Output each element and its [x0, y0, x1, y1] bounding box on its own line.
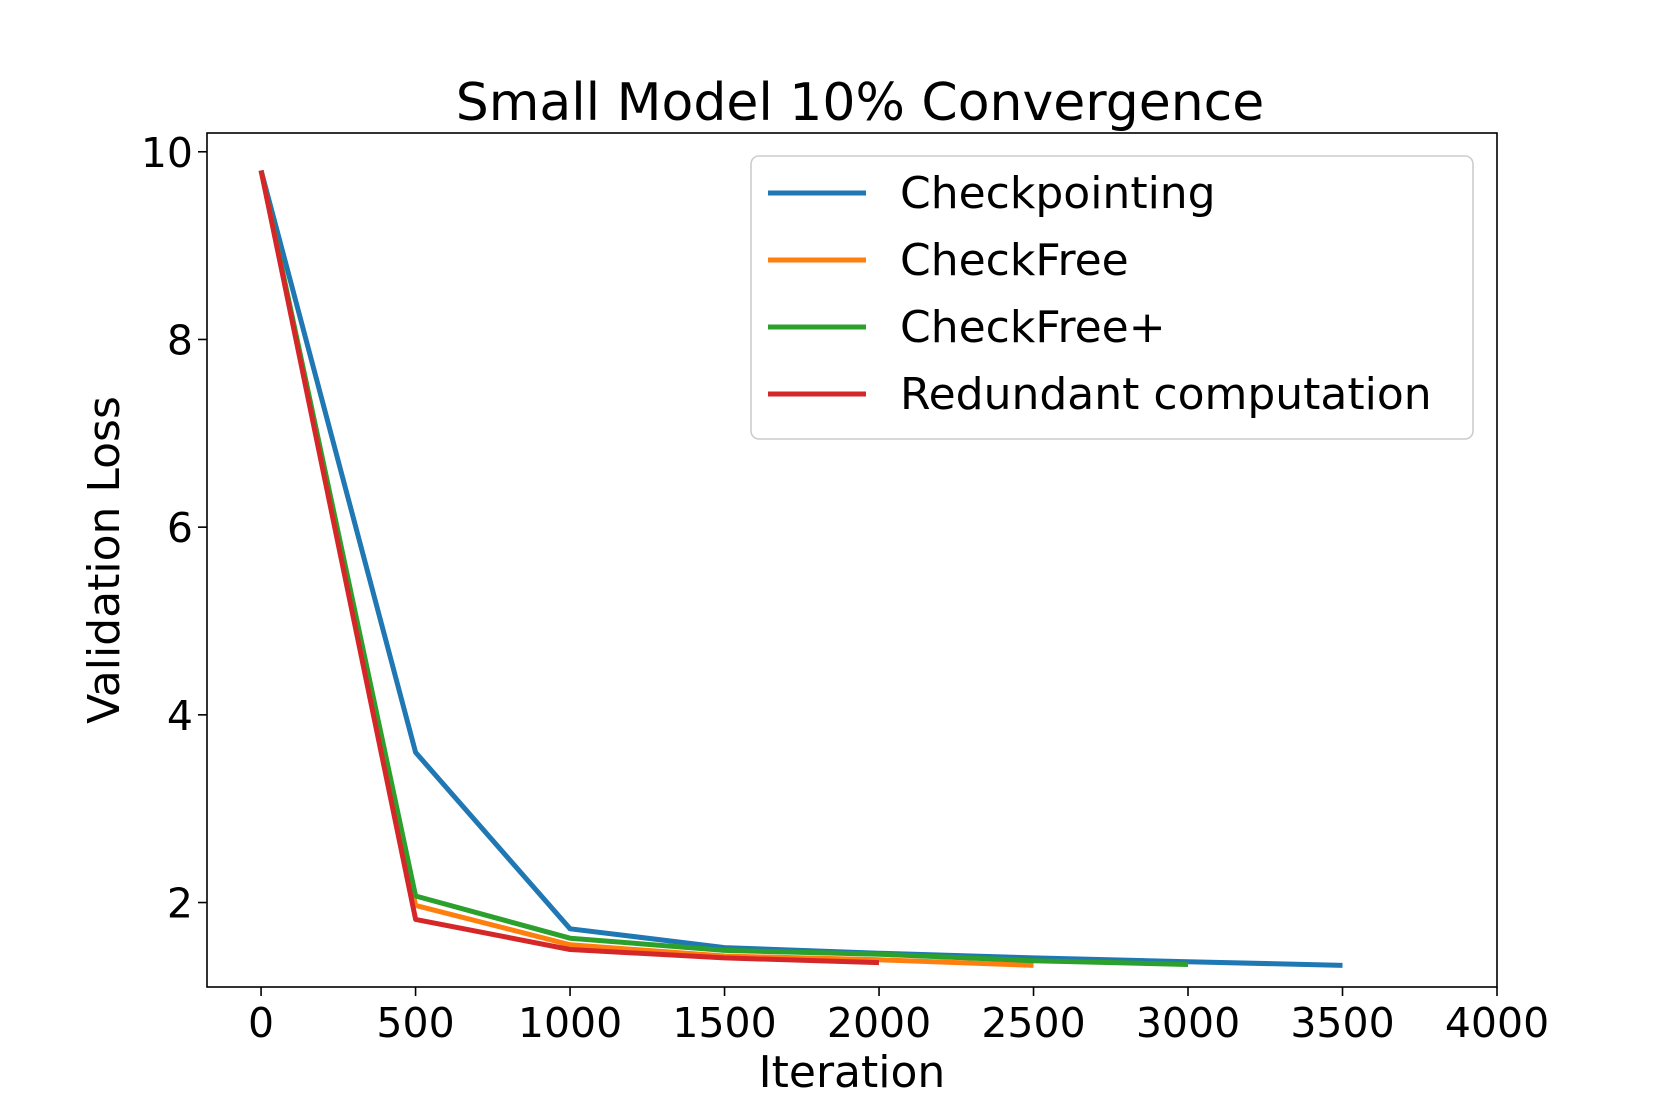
plot-area: [258, 169, 1343, 968]
x-tick-label: 2500: [981, 999, 1085, 1047]
x-tick-label: 4000: [1445, 999, 1549, 1047]
x-tick-label: 1500: [672, 999, 776, 1047]
y-tick-label: 6: [167, 504, 193, 552]
series-line-checkfree: [258, 169, 1189, 967]
y-tick-label: 4: [167, 692, 193, 740]
y-axis: 2 4 6 8 10: [141, 129, 207, 928]
legend-label-redundant-computation: Redundant computation: [900, 369, 1432, 420]
x-tick-label: 3000: [1136, 999, 1240, 1047]
legend-label-checkfree: CheckFree+: [900, 302, 1166, 353]
legend: Checkpointing CheckFree CheckFree+ Redundan…: [750, 155, 1474, 440]
x-tick-label: 0: [248, 999, 274, 1047]
series-line-redundant-computation: [258, 169, 880, 966]
x-tick-label: 500: [376, 999, 454, 1047]
x-tick-label: 2000: [827, 999, 931, 1047]
x-axis-label: Iteration: [759, 1047, 946, 1098]
x-tick-label: 1000: [518, 999, 622, 1047]
x-axis: 0 500 1000 1500 2000 2500 3000 3500 4000: [248, 987, 1549, 1047]
y-tick-label: 10: [141, 129, 193, 177]
legend-label-checkfree: CheckFree: [900, 235, 1129, 286]
legend-box: [750, 155, 1474, 440]
y-tick-label: 8: [167, 316, 193, 364]
chart-title: Small Model 10% Convergence: [456, 73, 1265, 133]
y-axis-label: Validation Loss: [79, 396, 130, 724]
y-tick-label: 2: [167, 880, 193, 928]
legend-label-checkpointing: Checkpointing: [900, 168, 1216, 219]
x-tick-label: 3500: [1290, 999, 1394, 1047]
plot-frame: [206, 132, 1498, 988]
